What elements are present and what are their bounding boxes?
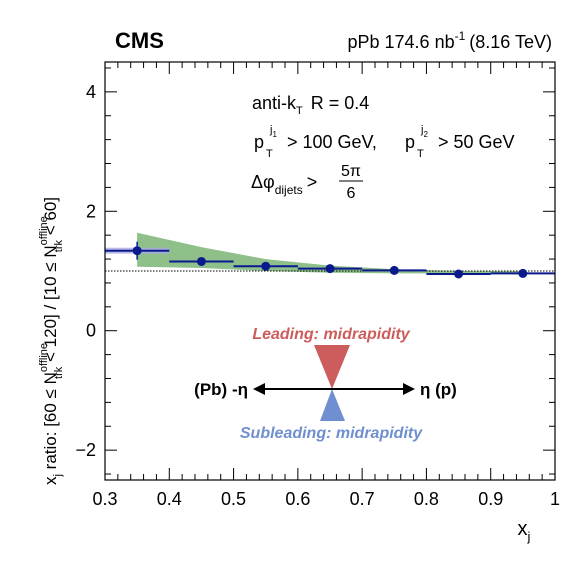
eta-arrow-right-icon	[403, 383, 415, 395]
lumi-energy: (8.16 TeV)	[469, 32, 552, 52]
subleading-jet-triangle	[320, 389, 345, 421]
dphi-numerator: 5π	[341, 163, 361, 180]
x-tick-label: 0.7	[350, 489, 375, 509]
eta-left-label: (Pb) -η	[194, 380, 248, 399]
jet-algo: anti-k	[252, 93, 297, 113]
dphi-delta: Δφ	[251, 172, 275, 192]
y-tick-label: −2	[75, 440, 96, 460]
data-point	[261, 261, 271, 271]
leading-jet-triangle	[314, 345, 350, 389]
x-tick-label: 0.8	[414, 489, 439, 509]
pt-T2: T	[417, 148, 424, 160]
data-point	[454, 269, 464, 279]
data-point	[325, 264, 335, 274]
data-point	[389, 265, 399, 275]
pt-cut1: > 100 GeV,	[287, 132, 377, 152]
data-point-layer	[105, 241, 555, 279]
tick-layer: 0.3 0.4 0.5 0.6 0.7 0.8 0.9 1 −2 0 2 4	[75, 62, 560, 509]
leading-label: Leading: midrapidity	[252, 326, 410, 343]
subleading-label: Subleading: midrapidity	[240, 425, 423, 442]
pt-p1: p	[254, 132, 264, 152]
x-tick-label: 0.9	[478, 489, 503, 509]
pt-p2: p	[405, 132, 415, 152]
eta-arrow-left-icon	[253, 383, 265, 395]
x-tick-label: 0.3	[92, 489, 117, 509]
pt-cut2: > 50 GeV	[438, 132, 515, 152]
jet-algo-text: anti-kT R = 0.4	[252, 93, 369, 117]
y-tick-label: 4	[86, 82, 96, 102]
lumi-prefix: pPb 174.6 nb	[348, 32, 455, 52]
dphi-gt: >	[307, 172, 318, 192]
x-tick-label: 0.5	[221, 489, 246, 509]
x-tick-label: 1	[550, 489, 560, 509]
dphi-sub: dijets	[275, 183, 303, 197]
data-point	[196, 256, 206, 266]
y-axis-title: xj ratio: [60 ≤ Nofflinetrk < 120] / [10…	[38, 197, 65, 485]
y-tick-label: 2	[86, 201, 96, 221]
x-tick-label: 0.6	[285, 489, 310, 509]
x-axis-title: xj	[518, 518, 531, 544]
experiment-label: CMS	[115, 28, 164, 53]
dphi-denominator: 6	[347, 185, 356, 202]
jet-algo-sub: T	[296, 105, 303, 117]
data-point	[518, 268, 528, 278]
pt-j2: j2	[420, 124, 428, 139]
model-band-layer	[137, 232, 523, 274]
pt-j1: j1	[269, 124, 277, 139]
lumi-label: pPb 174.6 nb-1 (8.16 TeV)	[348, 29, 553, 52]
eta-right-label: η (p)	[420, 380, 457, 399]
pt-T1: T	[266, 148, 273, 160]
lumi-superscript: -1	[455, 29, 466, 43]
model-band	[137, 232, 523, 274]
plot-frame	[104, 61, 556, 481]
y-tick-label: 0	[86, 321, 96, 341]
jet-radius: R = 0.4	[311, 93, 370, 113]
dphi-text: Δφdijets >	[251, 172, 317, 197]
x-tick-label: 0.4	[157, 489, 182, 509]
data-point	[132, 246, 142, 256]
